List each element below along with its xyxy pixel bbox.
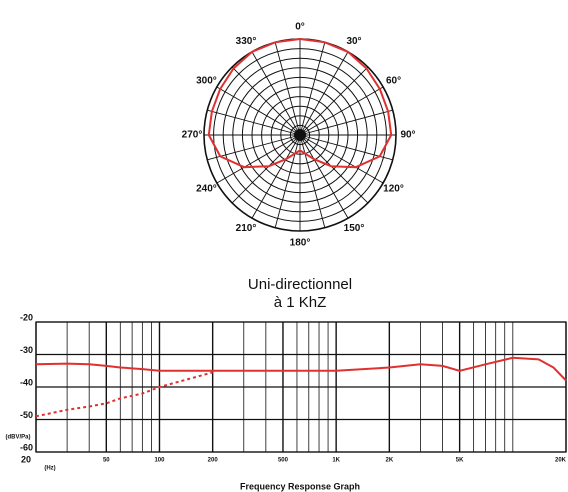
x-tick-label: 200 [208, 458, 219, 464]
polar-spoke [216, 134, 301, 184]
angle-label: 90° [400, 130, 415, 141]
polar-spoke [251, 134, 301, 219]
angle-label: 210° [236, 223, 257, 234]
y-tick-label: -40 [20, 377, 33, 387]
x-tick-label: 20 [21, 454, 31, 464]
polar-hub [294, 129, 306, 141]
polar-curve [207, 37, 393, 169]
angle-label: 0° [295, 22, 305, 33]
angle-label: 300° [196, 76, 217, 87]
angle-label: 120° [383, 184, 404, 195]
x-tick-label: 500 [278, 458, 289, 464]
x-tick-label: 2K [385, 458, 393, 464]
polar-spoke [231, 134, 301, 204]
x-axis-label: (Hz) [44, 466, 55, 472]
x-tick-label: 100 [154, 458, 165, 464]
angle-label: 330° [236, 36, 257, 47]
polar-spoke [299, 109, 393, 136]
response-line [35, 356, 567, 382]
x-tick-label: 20K [555, 458, 567, 464]
polar-spoke [299, 42, 326, 136]
angle-label: 60° [386, 76, 401, 87]
polar-spoke [299, 51, 349, 136]
y-tick-label: -20 [20, 312, 33, 322]
angle-label: 30° [346, 36, 361, 47]
angle-label: 180° [290, 238, 311, 249]
angle-label: 240° [196, 184, 217, 195]
line-title: Frequency Response Graph [240, 481, 360, 491]
y-tick-label: -30 [20, 345, 33, 355]
polar-spoke [299, 134, 326, 228]
polar-spoke [207, 134, 301, 161]
polar-title: Uni-directionnel [248, 276, 352, 293]
polar-spoke [299, 86, 384, 136]
polar-spoke [231, 66, 301, 136]
polar-spoke [299, 134, 384, 184]
y-tick-label: -60 [20, 442, 33, 452]
x-tick-label: 50 [103, 458, 110, 464]
angle-label: 150° [344, 223, 365, 234]
polar-spoke [299, 134, 369, 204]
angle-label: 270° [182, 130, 203, 141]
polar-spoke [299, 66, 369, 136]
response-line [35, 371, 213, 418]
x-tick-label: 5K [456, 458, 464, 464]
polar-spoke [274, 42, 301, 136]
polar-spoke [299, 134, 393, 161]
polar-spoke [274, 134, 301, 228]
polar-subtitle: à 1 KhZ [274, 294, 327, 311]
polar-spoke [299, 134, 349, 219]
polar-spoke [251, 51, 301, 136]
y-tick-label: -50 [20, 410, 33, 420]
polar-spoke [207, 109, 301, 136]
y-axis-label: (dBV/Pa) [5, 435, 30, 441]
x-tick-label: 1K [332, 458, 340, 464]
polar-spoke [216, 86, 301, 136]
